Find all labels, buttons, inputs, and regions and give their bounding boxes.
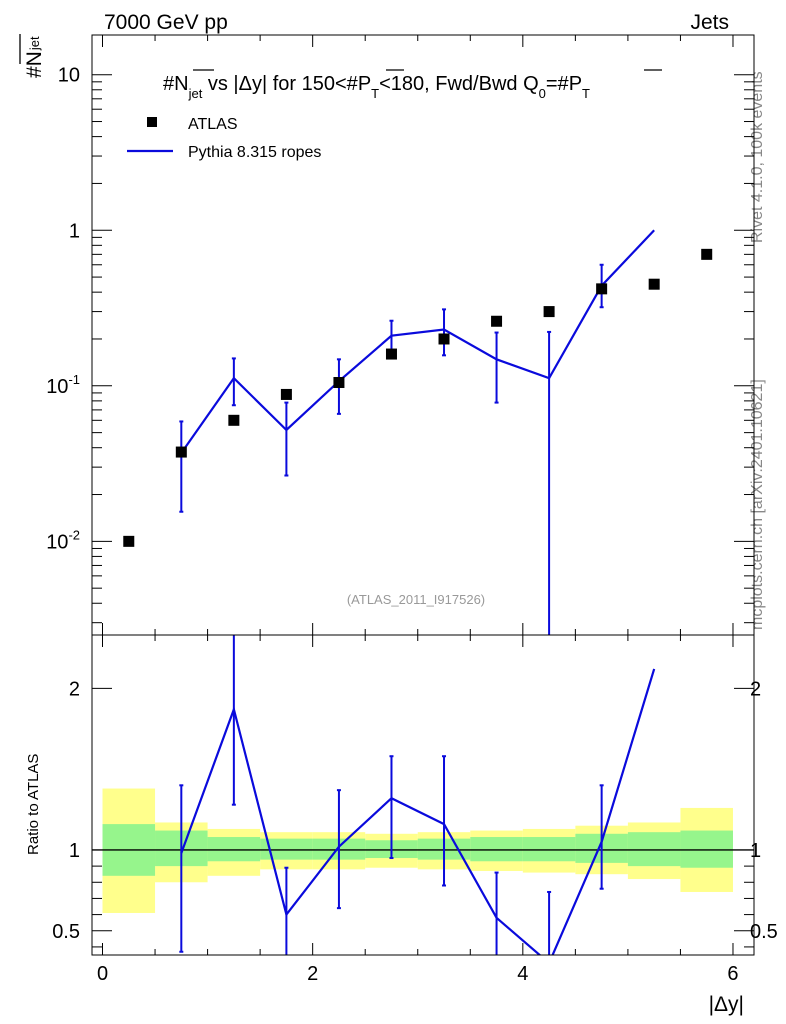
data-point [491,315,503,327]
data-point [596,283,608,295]
title-part: P [569,73,582,95]
ratio-axis-ticks: 0 2 4 6 0.5 0.5 1 1 2 2 [52,635,778,985]
legend-marker-atlas [147,117,157,127]
uncertainty-band-green [627,832,681,867]
data-point [385,348,397,360]
ratio-y-tick-label-right: 1 [750,840,761,862]
rivet-version-label: Rivet 4.1.0, 100k events [749,71,766,243]
svg-text:#Njet: #Njet [23,36,46,78]
uncertainty-band-green [260,838,313,860]
data-point [648,278,660,290]
title-part: <180, Fwd/Bwd Q [379,73,539,95]
ratio-mc-line [180,668,656,955]
ratio-ylabel: Ratio to ATLAS [25,754,42,855]
main-axis-ticks: 10-2 10-1 1 10 [46,35,754,635]
uncertainty-band-green [207,837,261,862]
plot-title: #Njet vs |Δy| for 150<#PT<180, Fwd/Bwd Q… [163,73,590,101]
mcplots-source-label: mcplots.cern.ch [arXiv:2401.10621] [749,379,766,630]
uncertainty-band-green [470,837,523,862]
y-tick-label: 1 [69,220,80,242]
main-ylabel-base: #N [23,51,46,78]
x-axis-label: |Δy| [709,993,744,1016]
data-point [123,535,135,547]
x-tick-label: 6 [727,963,738,985]
uncertainty-band-green [680,830,733,868]
data-point [175,446,187,458]
legend-label-pythia: Pythia 8.315 ropes [188,144,321,161]
title-part: T [582,86,590,101]
title-part: =# [546,73,570,95]
legend-label-atlas: ATLAS [188,116,238,133]
ratio-plot-frame [91,634,755,956]
ratio-y-tick-label-right: 2 [750,678,761,700]
data-point [543,306,555,318]
ratio-y-tick-label: 1 [69,840,80,862]
title-part: jet [188,86,203,101]
y-tick-label: 10-1 [46,372,80,398]
ratio-y-tick-label: 0.5 [52,921,80,943]
ratio-plot-content [92,635,754,955]
title-part: 0 [539,86,546,101]
title-part: vs |Δy| for 150<# [202,73,358,95]
main-ylabel-sub: jet [27,36,42,51]
title-part: #N [163,73,189,95]
data-point [333,377,345,389]
header-left: 7000 GeV pp [104,11,228,34]
data-point [438,333,450,345]
data-point [701,248,713,260]
title-part: P [358,73,371,95]
main-plot-content [123,229,713,635]
ratio-y-tick-label: 2 [69,678,80,700]
x-tick-label: 2 [307,963,318,985]
x-tick-label: 0 [97,963,108,985]
title-part: T [371,86,379,101]
y-tick-label: 10 [58,65,80,87]
mc-line [180,229,655,454]
analysis-tag: (ATLAS_2011_I917526) [347,592,485,607]
data-point [228,414,240,426]
y-tick-label: 10-2 [46,527,80,553]
x-tick-label: 4 [517,963,528,985]
data-point [280,388,292,400]
main-ylabel: #Njet [19,34,46,78]
header-right: Jets [690,11,729,34]
uncertainty-band-green [522,837,576,862]
ratio-y-tick-label-right: 0.5 [750,921,778,943]
ratio-plot-panel: 0 2 4 6 0.5 0.5 1 1 2 2 Ratio to ATLAS |Δy| [25,634,778,1016]
